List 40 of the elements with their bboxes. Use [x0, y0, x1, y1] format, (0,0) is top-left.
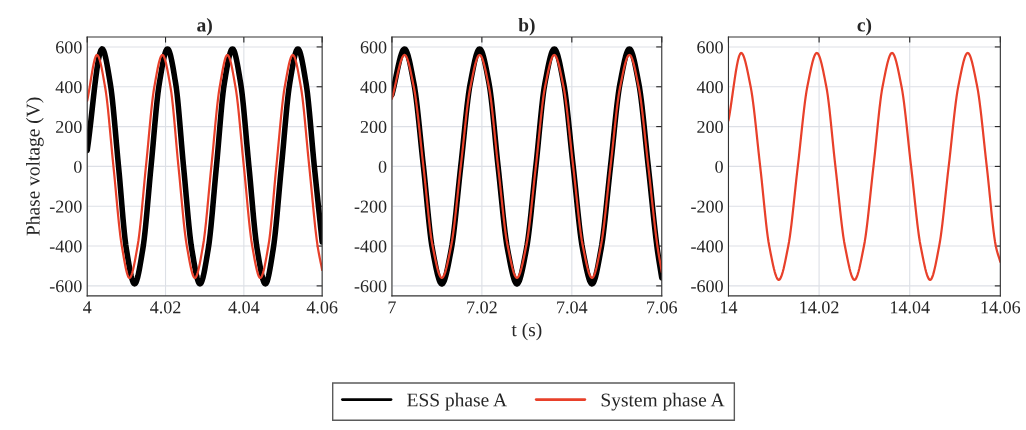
y-tick-label: 400	[696, 81, 723, 94]
y-tick-label: 200	[360, 120, 387, 134]
legend-label: ESS phase A	[407, 392, 507, 411]
x-tick-label: 7.02	[467, 301, 497, 314]
y-tick-label: -200	[354, 200, 387, 213]
y-tick-label: -600	[49, 280, 82, 293]
x-tick-label: 14.02	[800, 301, 839, 314]
y-tick-label: 0	[715, 160, 723, 173]
y-tick-label: -200	[49, 200, 82, 213]
y-tick-label: 600	[697, 41, 723, 54]
x-tick-label: 4.02	[150, 301, 181, 314]
x-tick-label: 4.04	[228, 301, 260, 314]
y-tick-label: -200	[691, 200, 723, 213]
y-axis-title: Phase voltage (V)	[26, 97, 44, 236]
x-tick-label: 7.06	[647, 301, 678, 314]
y-tick-label: 400	[360, 81, 387, 94]
chart-title: b)	[518, 17, 535, 36]
x-tick-label: 7.04	[557, 301, 588, 314]
y-tick-label: 0	[74, 160, 82, 173]
y-tick-label: 0	[378, 160, 387, 173]
y-tick-label: 600	[56, 41, 82, 54]
x-tick-label: 7	[388, 301, 396, 314]
y-tick-label: -600	[354, 280, 387, 293]
y-tick-label: -400	[49, 240, 82, 253]
y-tick-label: -600	[691, 280, 723, 293]
x-tick-label: 4	[83, 301, 92, 314]
x-tick-label: 4.06	[306, 301, 338, 314]
y-tick-label: 600	[360, 41, 387, 54]
chart-title: a)	[197, 17, 212, 36]
legend-label: System phase A	[601, 392, 725, 411]
chart-title: c)	[857, 17, 872, 36]
x-tick-label: 14	[721, 301, 738, 314]
y-tick-label: 400	[55, 81, 82, 94]
y-tick-label: 200	[56, 120, 82, 134]
y-tick-label: -400	[691, 240, 723, 253]
x-tick-label: 14.04	[891, 301, 930, 314]
y-tick-label: 200	[697, 120, 723, 134]
x-tick-label: 14.06	[981, 301, 1021, 314]
x-axis-title: t (s)	[511, 322, 542, 341]
y-tick-label: -400	[354, 240, 387, 253]
